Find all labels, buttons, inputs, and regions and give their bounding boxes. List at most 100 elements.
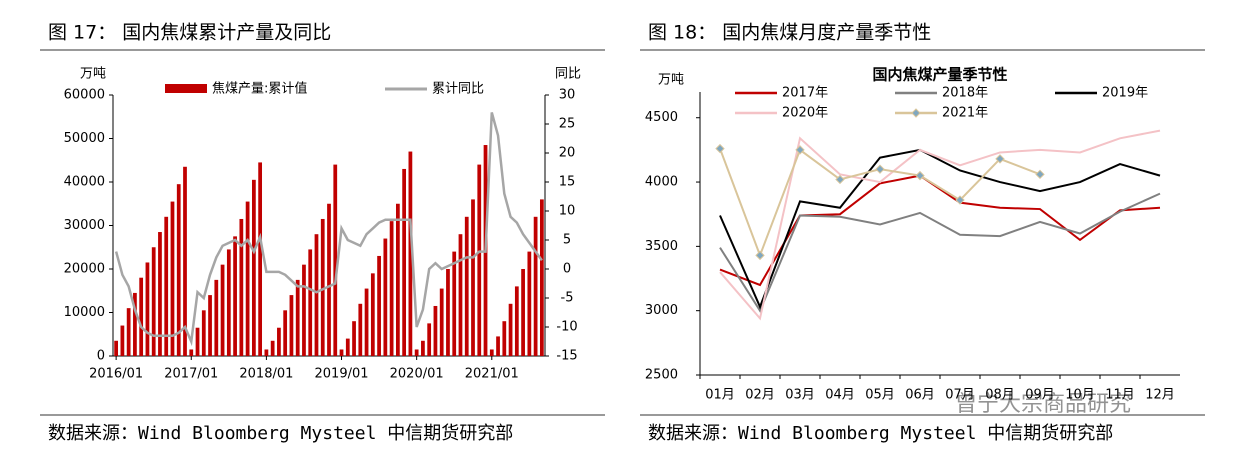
bar — [158, 232, 162, 356]
bar — [289, 295, 294, 356]
chart-title: 图 18： 国内焦煤月度产量季节性 — [648, 22, 931, 44]
bar — [358, 303, 363, 356]
bar — [145, 262, 150, 356]
point — [955, 195, 965, 205]
bar — [302, 264, 306, 356]
x-tick-label: 2018/01 — [239, 367, 293, 382]
legend-swatch — [165, 84, 207, 93]
bar — [508, 303, 513, 356]
bar — [489, 349, 494, 356]
y2-tick-label: 5 — [563, 233, 571, 248]
bar — [164, 216, 169, 356]
bar — [521, 269, 525, 356]
bar — [183, 166, 187, 356]
y2-tick-label: -15 — [556, 349, 577, 364]
bar — [402, 168, 407, 356]
y2-tick-label: 20 — [559, 146, 576, 161]
x-tick-label: 10月 — [1065, 388, 1095, 403]
bar — [527, 251, 532, 356]
bar — [452, 251, 457, 356]
bar — [339, 349, 344, 356]
y-tick-label: 0 — [97, 349, 105, 364]
bar — [201, 310, 206, 356]
bar — [245, 201, 250, 356]
bar — [189, 349, 194, 356]
bar — [439, 288, 444, 356]
bar — [195, 327, 200, 356]
x-tick-label: 02月 — [745, 388, 775, 403]
y2-tick-label: -5 — [561, 291, 574, 306]
bar — [352, 321, 356, 356]
x-tick-label: 11月 — [1105, 388, 1135, 403]
bar — [383, 238, 388, 356]
x-tick-label: 2020/01 — [390, 367, 444, 382]
bar — [226, 249, 231, 356]
bar — [395, 203, 400, 356]
y2-tick-label: 25 — [559, 117, 576, 132]
legend-label: 累计同比 — [432, 82, 484, 97]
bar — [333, 164, 338, 356]
x-tick-label: 01月 — [705, 388, 735, 403]
y-tick-label: 3000 — [645, 303, 678, 318]
legend-label: 2020年 — [782, 106, 828, 121]
bar — [477, 164, 482, 356]
bar — [389, 221, 394, 356]
x-tick-label: 2019/01 — [315, 367, 369, 382]
bar — [414, 349, 419, 356]
x-tick-label: 2021/01 — [465, 367, 519, 382]
y-tick-label: 4500 — [645, 110, 678, 125]
source: 数据来源：Wind Bloomberg Mysteel 中信期货研究部 — [48, 423, 513, 444]
bar — [327, 203, 331, 356]
y-tick-label: 4000 — [645, 175, 678, 190]
point — [875, 164, 885, 174]
legend-label: 2017年 — [782, 86, 828, 101]
source: 数据来源：Wind Bloomberg Mysteel 中信期货研究部 — [648, 423, 1113, 444]
bar — [214, 279, 219, 356]
y2-tick-label: 0 — [563, 262, 571, 277]
y-axis-label: 万吨 — [658, 73, 684, 88]
bar — [176, 184, 181, 356]
bar — [139, 277, 144, 356]
bar — [539, 199, 544, 356]
point — [995, 154, 1005, 164]
point — [915, 170, 925, 181]
point — [1035, 169, 1045, 180]
y2-tick-label: 10 — [559, 204, 576, 219]
x-tick-label: 06月 — [905, 388, 935, 403]
bar — [114, 340, 119, 356]
point — [795, 145, 805, 155]
y2-tick-label: 15 — [559, 175, 576, 190]
bar — [295, 279, 300, 356]
y-axis-label: 万吨 — [80, 67, 106, 82]
bar — [471, 199, 475, 356]
y-tick-label: 40000 — [64, 175, 105, 190]
x-tick-label: 04月 — [825, 388, 855, 403]
bar — [239, 218, 244, 356]
legend-label: 焦煤产量:累计值 — [212, 81, 307, 97]
y2-tick-label: -10 — [556, 320, 577, 335]
bar — [133, 292, 137, 356]
y-tick-label: 20000 — [64, 262, 105, 277]
line — [719, 148, 1161, 310]
legend-label: 2018年 — [942, 86, 988, 101]
x-tick-label: 2016/01 — [89, 367, 143, 382]
y-tick-label: 60000 — [64, 88, 105, 103]
bar — [464, 216, 469, 356]
bar — [320, 218, 325, 356]
y2-tick-label: 30 — [559, 88, 576, 103]
line — [719, 174, 1161, 287]
chart-subtitle: 国内焦煤产量季节性 — [872, 66, 1007, 84]
bar — [496, 336, 500, 356]
bar — [126, 308, 131, 356]
x-tick-label: 05月 — [865, 388, 895, 403]
point — [755, 250, 765, 261]
x-tick-label: 03月 — [785, 388, 815, 403]
y-tick-label: 30000 — [64, 218, 105, 233]
y-tick-label: 10000 — [64, 305, 105, 320]
bar — [270, 340, 275, 356]
bar — [514, 286, 519, 356]
bar — [446, 269, 450, 356]
bar — [370, 273, 375, 356]
legend-label: 2019年 — [1102, 86, 1148, 101]
